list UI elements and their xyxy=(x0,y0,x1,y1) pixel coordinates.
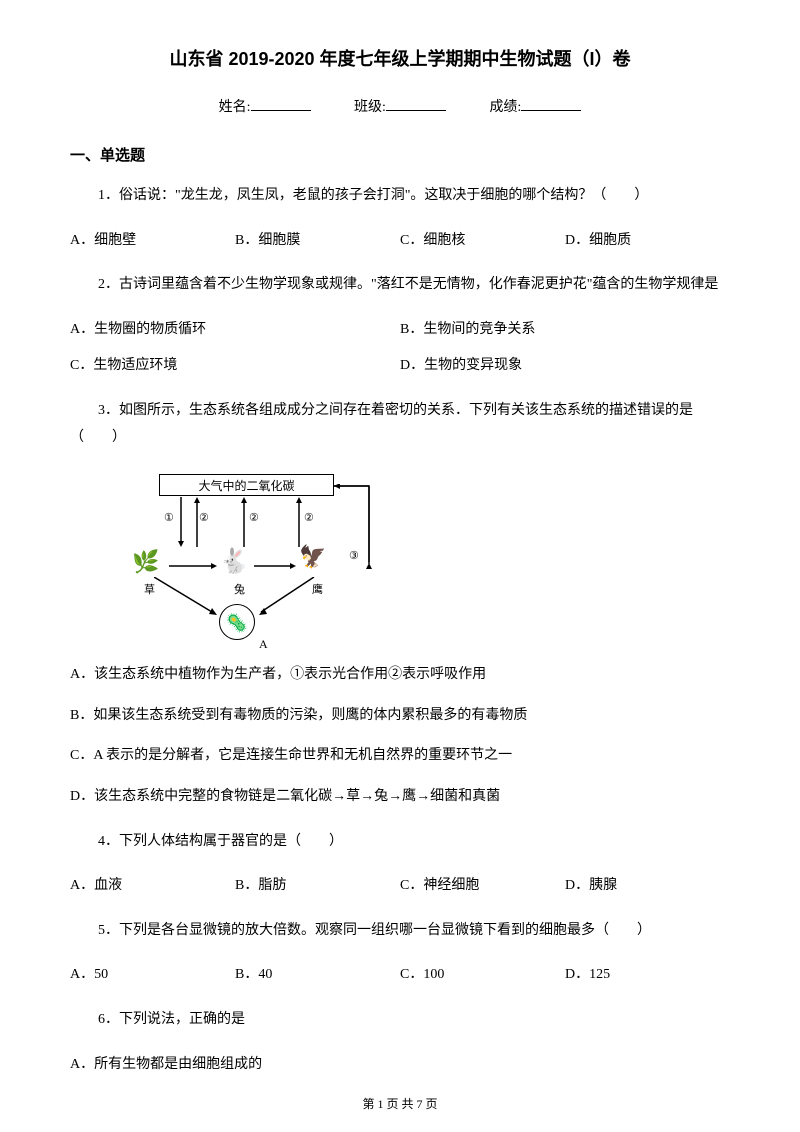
section-header: 一、单选题 xyxy=(70,144,730,165)
score-label: 成绩: xyxy=(489,96,521,116)
student-info-row: 姓名: 班级: 成绩: xyxy=(70,96,730,116)
q2-options-row1: A．生物圈的物质循环 B．生物间的竞争关系 xyxy=(70,317,730,344)
q5-options: A．50 B．40 C．100 D．125 xyxy=(70,962,730,989)
arrow-icon xyxy=(169,561,217,571)
q2-opt-a: A．生物圈的物质循环 xyxy=(70,317,400,344)
q3-text: 3．如图所示，生态系统各组成成分之间存在着密切的关系．下列有关该生态系统的描述错… xyxy=(70,398,730,451)
grass-icon: 🌿 xyxy=(132,549,159,575)
name-label: 姓名: xyxy=(219,96,251,116)
decomposer-icon: 🦠 xyxy=(219,604,255,640)
circ2b-label: ② xyxy=(249,511,259,524)
q2-options-row2: C．生物适应环境 D．生物的变异现象 xyxy=(70,353,730,380)
q1-opt-b: B．细胞膜 xyxy=(235,228,400,255)
arrow-icon xyxy=(192,497,202,547)
q4-text: 4．下列人体结构属于器官的是（ ） xyxy=(70,829,730,856)
q3-opt-b: B．如果该生态系统受到有毒物质的污染，则鹰的体内累积最多的有毒物质 xyxy=(70,703,730,730)
class-label: 班级: xyxy=(354,96,386,116)
q5-opt-b: B．40 xyxy=(235,962,400,989)
score-blank xyxy=(521,110,581,111)
q5-opt-a: A．50 xyxy=(70,962,235,989)
arrow-icon xyxy=(294,497,304,547)
q2-opt-d: D．生物的变异现象 xyxy=(400,353,730,380)
q3-opt-a: A．该生态系统中植物作为生产者，①表示光合作用②表示呼吸作用 xyxy=(70,662,730,689)
page-footer: 第 1 页 共 7 页 xyxy=(0,1095,800,1112)
circ2c-label: ② xyxy=(304,511,314,524)
name-blank xyxy=(251,110,311,111)
arrow-icon xyxy=(176,497,186,547)
q4-options: A．血液 B．脂肪 C．神经细胞 D．胰腺 xyxy=(70,873,730,900)
a-label: A xyxy=(259,637,268,652)
q6-text: 6．下列说法，正确的是 xyxy=(70,1007,730,1034)
q4-opt-b: B．脂肪 xyxy=(235,873,400,900)
rabbit-icon: 🐇 xyxy=(219,547,249,576)
q1-text: 1．俗话说："龙生龙，凤生凤，老鼠的孩子会打洞"。这取决于细胞的哪个结构？（ ） xyxy=(70,183,730,210)
arrow-icon xyxy=(239,497,249,547)
exam-title: 山东省 2019-2020 年度七年级上学期期中生物试题（I）卷 xyxy=(70,45,730,71)
q1-opt-c: C．细胞核 xyxy=(400,228,565,255)
q4-opt-c: C．神经细胞 xyxy=(400,873,565,900)
arrow-icon xyxy=(154,577,219,617)
co2-box: 大气中的二氧化碳 xyxy=(159,474,334,496)
eagle-icon: 🦅 xyxy=(299,544,326,570)
q3-diagram: 大气中的二氧化碳 ① ② ② ② ③ 🌿 草 🐇 兔 🦅 鹰 🦠 A xyxy=(114,469,730,644)
q3-opt-d: D．该生态系统中完整的食物链是二氧化碳→草→兔→鹰→细菌和真菌 xyxy=(70,784,730,811)
arrow-icon xyxy=(254,561,296,571)
q2-opt-b: B．生物间的竞争关系 xyxy=(400,317,730,344)
q1-opt-d: D．细胞质 xyxy=(565,228,730,255)
q4-opt-a: A．血液 xyxy=(70,873,235,900)
q6-opt-a: A．所有生物都是由细胞组成的 xyxy=(70,1052,730,1079)
rabbit-label: 兔 xyxy=(234,581,245,597)
arrow-icon xyxy=(334,484,374,574)
q5-opt-d: D．125 xyxy=(565,962,730,989)
q4-opt-d: D．胰腺 xyxy=(565,873,730,900)
circ1-label: ① xyxy=(164,511,174,524)
q3-opt-c: C．A 表示的是分解者，它是连接生命世界和无机自然界的重要环节之一 xyxy=(70,743,730,770)
arrow-icon xyxy=(259,577,319,617)
class-blank xyxy=(386,110,446,111)
q1-options: A．细胞壁 B．细胞膜 C．细胞核 D．细胞质 xyxy=(70,228,730,255)
q5-opt-c: C．100 xyxy=(400,962,565,989)
q2-text: 2．古诗词里蕴含着不少生物学现象或规律。"落红不是无情物，化作春泥更护花"蕴含的… xyxy=(70,272,730,299)
q2-opt-c: C．生物适应环境 xyxy=(70,353,400,380)
q1-opt-a: A．细胞壁 xyxy=(70,228,235,255)
q5-text: 5．下列是各台显微镜的放大倍数。观察同一组织哪一台显微镜下看到的细胞最多（ ） xyxy=(70,918,730,945)
